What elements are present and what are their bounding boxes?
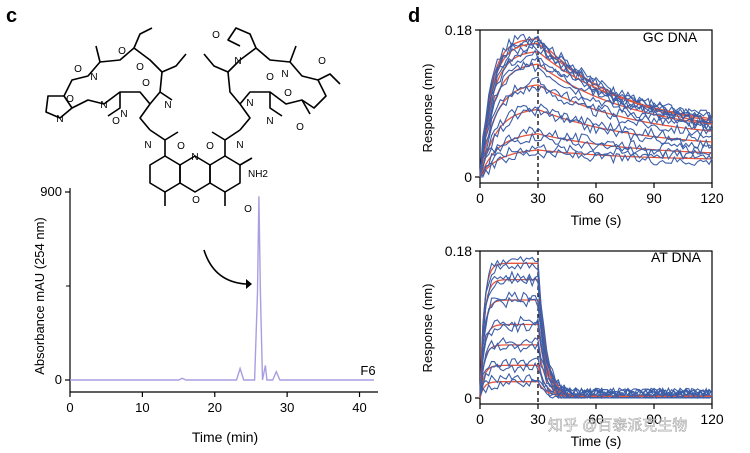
fit-curve	[479, 84, 713, 178]
data-curve	[479, 144, 713, 178]
svg-text:N: N	[120, 109, 127, 120]
gc-dna-chart: GC DNA Response (nm) Time (s) 0 30 60 90 120…	[420, 22, 724, 228]
fit-curve	[479, 149, 712, 178]
data-curve	[479, 103, 713, 178]
fit-curve	[479, 323, 712, 399]
data-curve	[479, 62, 713, 177]
data-curve	[479, 270, 713, 399]
svg-text:N: N	[56, 114, 63, 125]
svg-text:O: O	[206, 141, 214, 152]
fit-curve	[479, 42, 713, 178]
chemical-structure	[45, 27, 341, 206]
plot-frame	[479, 250, 713, 405]
chemical-atom-labels: O O O O N N N N N N O O O O N N N N N O …	[56, 30, 326, 215]
data-curve	[479, 85, 713, 178]
svg-text:N: N	[100, 100, 107, 111]
data-curve	[479, 357, 713, 400]
arrowhead-icon	[246, 279, 252, 289]
svg-text:O: O	[177, 141, 185, 152]
chromatogram-trace	[70, 196, 374, 381]
svg-text:NH2: NH2	[248, 169, 268, 180]
x-tick-label: 20	[208, 400, 222, 415]
svg-text:O: O	[244, 204, 252, 215]
x-tick-label: 60	[588, 411, 604, 427]
svg-text:O: O	[212, 30, 220, 41]
svg-text:N: N	[234, 56, 241, 67]
x-tick-label: 120	[700, 411, 724, 427]
chart-title: GC DNA	[643, 29, 698, 45]
data-curve	[479, 320, 713, 399]
chart-title: AT DNA	[651, 249, 702, 265]
svg-text:N: N	[236, 140, 243, 151]
x-tick-label: 40	[352, 400, 366, 415]
data-curve	[479, 33, 713, 177]
svg-text:N: N	[191, 152, 198, 163]
x-axis-label: Time (s)	[571, 433, 622, 449]
data-curve	[479, 76, 713, 178]
y-axis-label: Response (nm)	[420, 284, 435, 373]
svg-text:O: O	[136, 62, 144, 73]
y-tick-label: 0	[464, 169, 472, 185]
x-tick-label: 90	[646, 411, 662, 427]
data-curve	[479, 126, 713, 175]
y-tick-label: 900	[40, 184, 62, 199]
svg-text:N: N	[281, 69, 288, 80]
svg-text:O: O	[118, 46, 126, 57]
x-tick-label: 30	[530, 411, 546, 427]
data-curve	[479, 372, 713, 400]
arrow-icon	[203, 249, 247, 285]
data-curve	[479, 378, 713, 400]
svg-text:O: O	[284, 88, 292, 99]
x-axis-label: Time (min)	[192, 429, 258, 445]
x-tick-label: 120	[700, 190, 724, 206]
svg-text:O: O	[112, 116, 120, 127]
panel-label-d: d	[408, 5, 420, 27]
trace-label: F6	[360, 363, 375, 378]
svg-text:O: O	[318, 56, 326, 67]
y-tick-label: 0	[55, 372, 62, 387]
x-tick-label: 0	[66, 400, 73, 415]
svg-text:N: N	[266, 116, 273, 127]
x-axis-label: Time (s)	[571, 212, 622, 228]
fit-curve	[479, 108, 713, 178]
y-axis-label: Response (nm)	[420, 64, 435, 153]
hplc-chart: Absorbance mAU (254 nm) Time (min) F6 0 1…	[32, 184, 378, 445]
x-tick-label: 0	[476, 411, 484, 427]
fit-curve	[479, 262, 712, 399]
x-tick-label: 10	[135, 400, 149, 415]
fit-curve	[479, 381, 712, 399]
svg-text:O: O	[192, 195, 200, 206]
svg-text:N: N	[90, 72, 97, 83]
data-curve	[480, 149, 713, 178]
x-tick-label: 30	[530, 190, 546, 206]
y-tick-label: 0.18	[445, 22, 472, 38]
svg-text:O: O	[74, 64, 82, 75]
svg-text:N: N	[144, 140, 151, 151]
x-tick-label: 0	[476, 190, 484, 206]
watermark: 知乎 @百泰派克生物	[548, 417, 687, 434]
svg-text:O: O	[266, 72, 274, 83]
y-axis-label: Absorbance mAU (254 nm)	[32, 217, 47, 375]
x-tick-label: 60	[588, 190, 604, 206]
y-tick-label: 0.18	[445, 243, 472, 259]
data-curve	[479, 315, 713, 399]
data-curve	[479, 36, 713, 176]
svg-text:O: O	[142, 78, 150, 89]
svg-text:O: O	[296, 122, 304, 133]
data-curve	[479, 49, 713, 178]
svg-text:N: N	[246, 98, 253, 109]
svg-text:N: N	[164, 100, 171, 111]
data-curve	[479, 44, 713, 173]
svg-text:O: O	[66, 94, 74, 105]
at-dna-chart: AT DNA Response (nm) Time (s) 0 30 60 90 120…	[420, 243, 724, 449]
y-tick-label: 0	[464, 390, 472, 406]
x-tick-label: 30	[280, 400, 294, 415]
x-tick-label: 90	[646, 190, 662, 206]
data-curve	[479, 55, 713, 177]
panel-label-c: c	[6, 5, 17, 27]
